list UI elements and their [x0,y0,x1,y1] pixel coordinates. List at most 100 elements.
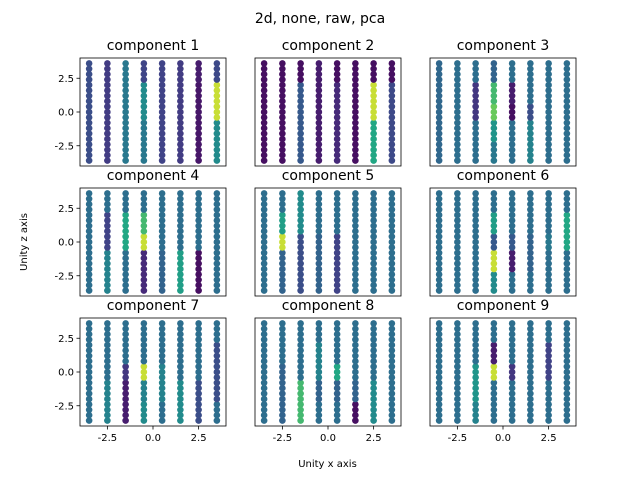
data-point [454,249,461,257]
data-point [370,265,377,273]
data-point [122,217,129,224]
data-point [435,222,443,230]
data-point [177,260,184,267]
data-point [195,368,202,376]
data-point [388,70,396,78]
data-point [260,260,268,267]
data-point [140,379,148,387]
data-point [315,287,323,294]
data-point [158,401,166,408]
data-point [527,379,534,387]
data-point [388,379,396,387]
data-point [85,320,93,327]
x-tick-label: 2.5 [191,433,207,444]
data-point [140,76,148,83]
data-point [527,76,534,83]
data-point [333,357,341,365]
data-point [508,406,516,414]
data-point [140,92,148,100]
data-point [370,114,377,121]
data-point [388,276,396,284]
data-point [104,65,111,73]
data-point [333,70,341,78]
data-point [279,401,286,408]
data-point [454,135,461,143]
data-point [315,374,323,381]
data-point [195,265,202,273]
data-point [508,254,516,262]
data-point [315,157,323,164]
data-point [177,60,184,67]
data-point [435,254,443,262]
data-point [508,119,516,127]
data-point [370,281,377,289]
data-point [213,87,221,94]
data-point [177,157,184,164]
data-point [563,390,571,397]
data-point [563,217,571,224]
data-point [352,341,359,349]
data-point [370,395,377,403]
data-point [279,92,286,100]
y-tick-label: 2.5 [58,334,74,345]
data-point [527,260,534,267]
data-point [177,190,184,197]
data-point [352,260,359,267]
data-point [508,60,516,67]
data-point [297,352,304,360]
data-point [140,222,148,230]
data-point [563,325,571,333]
data-point [508,395,516,403]
data-point [352,217,359,224]
data-point [508,281,516,289]
data-point [388,406,396,414]
data-point [85,81,93,89]
data-point [85,368,93,376]
data-point [195,97,202,105]
data-point [388,281,396,289]
data-point [297,195,304,203]
data-point [297,325,304,333]
data-point [315,411,323,419]
data-point [279,130,286,137]
data-point [85,281,93,289]
data-point [140,320,148,327]
data-point [122,325,129,333]
data-point [297,97,304,105]
data-point [140,60,148,67]
data-point [527,233,534,240]
data-point [454,146,461,154]
data-point [370,276,377,284]
data-point [158,374,166,381]
data-point [472,81,479,89]
data-point [140,330,148,338]
data-point [158,97,166,105]
figure-title: 2d, none, raw, pca [255,11,385,27]
axes-frame [254,317,402,427]
data-point [315,103,323,110]
data-point [315,384,323,392]
data-point [333,195,341,203]
data-point [177,254,184,262]
data-point [195,281,202,289]
data-point [435,238,443,246]
data-point [260,395,268,403]
data-point [508,97,516,105]
data-point [527,151,534,159]
data-point [454,276,461,284]
data-point [177,384,184,392]
data-point [297,336,304,343]
data-point [213,276,221,284]
data-point [122,265,129,273]
data-point [370,151,377,159]
data-point [177,222,184,230]
data-point [195,357,202,365]
data-point [563,103,571,110]
data-point [527,341,534,349]
data-point [472,384,479,392]
data-point [158,130,166,137]
data-point [140,227,148,235]
data-point [158,227,166,235]
data-point [177,233,184,240]
data-point [472,368,479,376]
